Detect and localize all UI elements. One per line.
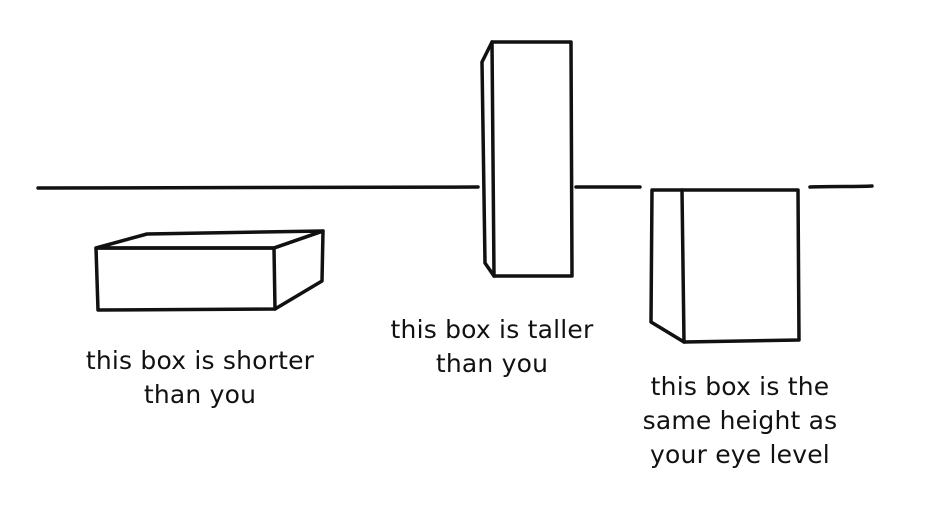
caption-line: your eye level (650, 440, 830, 469)
caption-shorter-box: this box is shorter than you (60, 344, 340, 412)
caption-line: this box is shorter (85, 346, 315, 375)
caption-taller-box: this box is taller than you (362, 313, 622, 381)
horizon-line (36, 184, 874, 190)
tall-box-front-face (490, 40, 574, 278)
caption-eye-level-box: this box is the same height as your eye … (620, 370, 860, 472)
caption-line: same height as (642, 406, 838, 435)
caption-line: this box is the (650, 372, 830, 401)
eye-level-box-side-face (649, 188, 686, 344)
eye-level-box-front-face (680, 188, 801, 344)
caption-line: this box is taller (390, 315, 594, 344)
tall-box-side-face (480, 40, 496, 278)
eye-level-box (649, 188, 801, 344)
caption-line: than you (143, 380, 257, 409)
tall-box (480, 40, 574, 278)
short-box-front-face (94, 246, 277, 312)
caption-line: than you (435, 349, 549, 378)
short-box-top-face (94, 229, 325, 250)
short-box (94, 229, 325, 312)
short-box-side-face (272, 229, 325, 311)
